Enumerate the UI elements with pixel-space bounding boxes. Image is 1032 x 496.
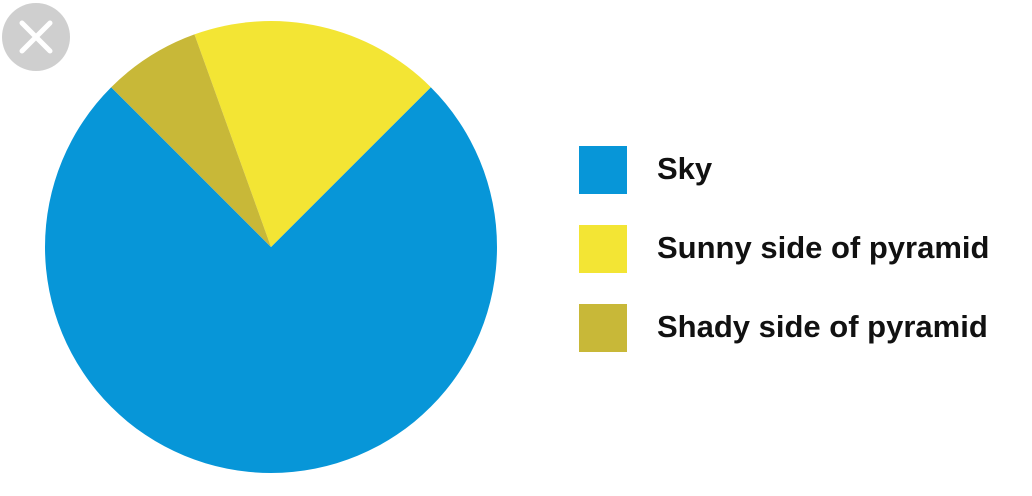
close-icon bbox=[19, 20, 53, 54]
legend-label-sunny-side: Sunny side of pyramid bbox=[657, 230, 990, 265]
legend-swatch-sunny-side bbox=[579, 225, 627, 273]
legend-swatch-sky bbox=[579, 146, 627, 194]
close-button[interactable] bbox=[2, 3, 70, 71]
pie-slice-sunny-side-of-pyramid bbox=[194, 20, 431, 247]
legend-label-sky: Sky bbox=[657, 151, 713, 186]
legend-label-shady-side: Shady side of pyramid bbox=[657, 309, 988, 344]
legend-swatch-shady-side bbox=[579, 304, 627, 352]
pie-slice-sky bbox=[45, 87, 498, 473]
pie-slice-shady-side-of-pyramid bbox=[111, 34, 271, 247]
